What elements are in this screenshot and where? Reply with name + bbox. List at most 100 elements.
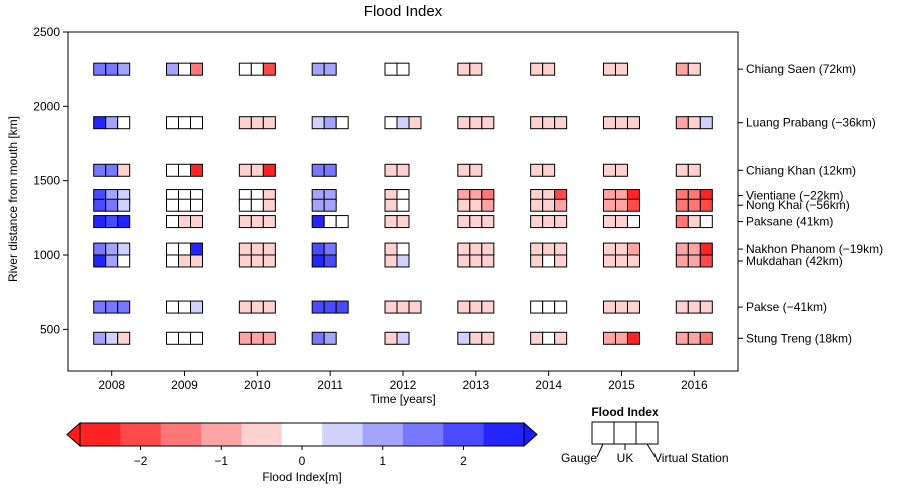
flood-index-cell — [93, 198, 107, 212]
flood-index-cell — [530, 62, 544, 76]
colorbar-bin — [201, 423, 242, 446]
flood-index-cell — [614, 254, 628, 268]
flood-index-cell — [166, 116, 180, 130]
flood-index-cell — [250, 300, 264, 314]
flood-index-cell — [396, 198, 410, 212]
flood-index-cell — [166, 198, 180, 212]
flood-index-cell — [105, 198, 119, 212]
flood-index-cell — [238, 300, 252, 314]
flood-index-cell — [408, 116, 422, 130]
flood-index-cell — [250, 215, 264, 229]
colorbar-bin — [362, 423, 404, 446]
flood-index-cell — [626, 300, 640, 314]
colorbar-tick-label: 2 — [460, 454, 467, 468]
plot-area: 2008 2009 2010 2011 2012 2013 2014 2015 2016 500 1… — [33, 25, 883, 392]
flood-index-cell — [384, 254, 398, 268]
flood-index-cell — [335, 300, 349, 314]
flood-index-cell — [626, 242, 640, 256]
flood-index-cell — [323, 215, 337, 229]
flood-index-cell — [542, 215, 556, 229]
flood-index-cell — [238, 331, 252, 345]
flood-index-cell — [238, 116, 252, 130]
flood-index-cell — [469, 62, 483, 76]
flood-index-cell — [311, 215, 325, 229]
flood-index-cell — [178, 242, 192, 256]
flood-index-cell — [117, 62, 131, 76]
flood-index-cell — [457, 242, 471, 256]
flood-index-cell — [542, 198, 556, 212]
legend-label-gauge: Gauge — [561, 451, 597, 465]
flood-index-cell — [396, 300, 410, 314]
y-axis-title: River distance from mouth [km] — [6, 116, 20, 282]
flood-index-cell — [457, 215, 471, 229]
flood-index-cell — [602, 242, 616, 256]
flood-index-cell — [117, 215, 131, 229]
station-label: Pakse (−41km) — [746, 300, 827, 314]
flood-index-cell — [396, 254, 410, 268]
flood-index-cell — [626, 331, 640, 345]
colorbar-bin — [160, 423, 202, 446]
x-axis-title: Time [years] — [370, 392, 436, 406]
flood-index-cell — [614, 331, 628, 345]
flood-index-cell — [190, 62, 204, 76]
flood-index-cell — [699, 215, 713, 229]
colorbar-bin — [120, 423, 162, 446]
flood-index-cell — [178, 215, 192, 229]
flood-index-cell — [190, 331, 204, 345]
flood-index-cell — [117, 300, 131, 314]
flood-index-cell — [481, 331, 495, 345]
flood-index-cell — [105, 300, 119, 314]
flood-index-cell — [530, 116, 544, 130]
flood-index-cell — [699, 254, 713, 268]
flood-index-cell — [687, 215, 701, 229]
flood-index-cell — [117, 242, 131, 256]
station-row — [93, 215, 713, 229]
colorbar-label: Flood Index[m] — [262, 470, 341, 484]
flood-index-cell — [530, 254, 544, 268]
flood-index-cell — [93, 242, 107, 256]
colorbar-tick-label: 0 — [299, 454, 306, 468]
flood-index-cell — [626, 116, 640, 130]
flood-index-cell — [93, 215, 107, 229]
flood-index-cell — [105, 62, 119, 76]
flood-index-cell — [250, 62, 264, 76]
flood-index-cell — [457, 254, 471, 268]
colorbar-bin — [80, 423, 121, 446]
flood-index-cell — [457, 331, 471, 345]
x-tick-label: 2013 — [462, 378, 489, 392]
flood-index-cell — [687, 254, 701, 268]
colorbar-extend-high — [523, 421, 538, 448]
flood-index-cell — [117, 331, 131, 345]
flood-index-cell — [626, 215, 640, 229]
flood-index-cell — [626, 254, 640, 268]
station-label: Luang Prabang (−36km) — [746, 116, 876, 130]
flood-index-cell — [190, 300, 204, 314]
flood-index-cell — [117, 116, 131, 130]
flood-index-cell — [178, 62, 192, 76]
flood-index-cell — [542, 163, 556, 177]
flood-index-cell — [178, 163, 192, 177]
flood-index-cell — [542, 300, 556, 314]
flood-index-cell — [190, 116, 204, 130]
flood-index-cell — [396, 331, 410, 345]
flood-index-cell — [699, 242, 713, 256]
legend-pointer — [596, 443, 604, 458]
flood-index-cell — [262, 116, 276, 130]
flood-index-cell — [614, 300, 628, 314]
flood-index-cell — [166, 242, 180, 256]
flood-index-cell — [602, 215, 616, 229]
flood-index-cell — [554, 198, 568, 212]
legend-title: Flood Index — [591, 405, 659, 419]
flood-index-cell — [675, 242, 689, 256]
legend-label-uk: UK — [617, 451, 634, 465]
flood-index-cell — [530, 331, 544, 345]
legend-box — [635, 421, 659, 445]
y-tick-label: 500 — [40, 322, 60, 336]
flood-index-cell — [675, 62, 689, 76]
flood-index-cell — [166, 254, 180, 268]
flood-index-cell — [190, 215, 204, 229]
flood-index-cell — [469, 331, 483, 345]
flood-index-cell — [614, 163, 628, 177]
flood-index-cell — [687, 116, 701, 130]
